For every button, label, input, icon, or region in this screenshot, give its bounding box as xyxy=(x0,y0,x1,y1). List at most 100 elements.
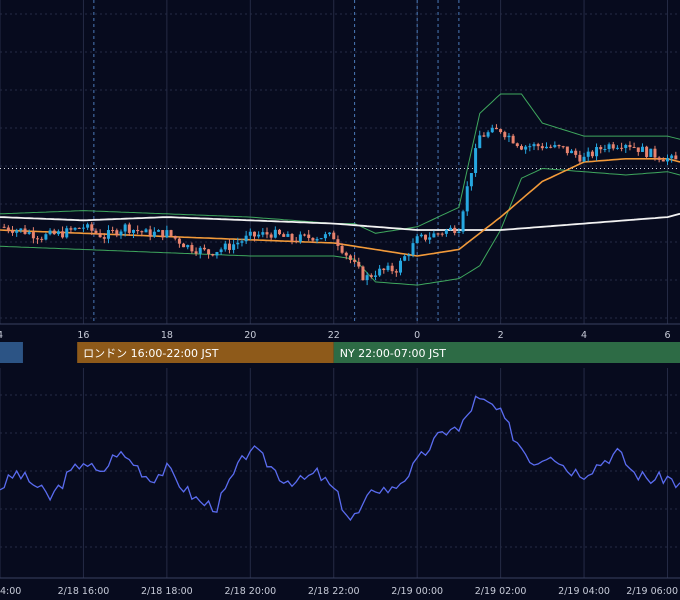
candle-body-8 xyxy=(36,238,40,240)
oscillator-series xyxy=(0,395,680,522)
candle-body-56 xyxy=(236,242,240,245)
candle-body-45 xyxy=(190,245,194,252)
candle-body-118 xyxy=(494,127,498,130)
bottom-x-tick-label-5: 2/19 00:00 xyxy=(391,586,443,597)
ma-slow-line xyxy=(0,212,680,231)
candle-body-77 xyxy=(323,234,327,239)
candle-body-46 xyxy=(194,251,198,254)
candle-body-59 xyxy=(248,231,252,236)
candle-body-5 xyxy=(23,228,27,234)
candle-body-105 xyxy=(440,233,444,235)
bottom-x-tick-label-4: 2/18 22:00 xyxy=(308,586,360,597)
candle-body-43 xyxy=(182,243,186,248)
session-bars: ロンドン 16:00-22:00 JST NY 22:00-07:00 JST xyxy=(0,342,680,363)
vertical-markers xyxy=(93,0,460,324)
main-x-axis-ticks: 4 16 18 20 22 0 2 4 6 xyxy=(0,330,671,341)
candle-body-28 xyxy=(119,231,123,236)
candle-body-11 xyxy=(48,230,52,235)
candle-body-144 xyxy=(603,149,607,151)
candle-body-30 xyxy=(127,224,131,233)
candle-body-123 xyxy=(515,143,519,147)
candle-body-119 xyxy=(499,129,503,133)
main-x-tick-label-3: 20 xyxy=(244,330,256,341)
candle-body-66 xyxy=(278,229,282,235)
candle-body-64 xyxy=(269,234,273,238)
session-bar-0 xyxy=(0,342,23,363)
candle-body-31 xyxy=(131,229,135,233)
candle-body-124 xyxy=(519,146,523,150)
candle-body-143 xyxy=(599,147,603,150)
candle-body-53 xyxy=(223,243,227,250)
candle-body-37 xyxy=(157,230,161,232)
candle-body-112 xyxy=(469,173,473,187)
candle-body-71 xyxy=(298,234,302,242)
candle-body-153 xyxy=(640,146,644,152)
bottom-x-tick-label-8: 2/19 06:00 xyxy=(626,586,678,597)
candle-body-86 xyxy=(361,266,365,281)
candle-body-131 xyxy=(549,146,553,148)
candle-body-75 xyxy=(315,238,319,241)
candle-body-149 xyxy=(624,145,628,149)
candle-body-55 xyxy=(232,244,236,250)
candle-body-160 xyxy=(670,155,674,159)
candle-body-69 xyxy=(290,233,294,241)
main-x-tick-label-4: 22 xyxy=(328,330,340,341)
bollinger-upper-line xyxy=(0,93,680,234)
candle-body-82 xyxy=(344,252,348,256)
session-bar-2 xyxy=(333,342,680,363)
candle-body-154 xyxy=(645,146,649,157)
candle-body-101 xyxy=(424,234,428,240)
candle-body-2 xyxy=(11,230,15,233)
candle-body-20 xyxy=(86,224,90,228)
candle-body-108 xyxy=(453,227,457,233)
candle-body-3 xyxy=(15,230,19,233)
main-x-tick-label-5: 0 xyxy=(414,330,420,341)
candle-body-120 xyxy=(503,132,507,138)
candle-body-106 xyxy=(444,230,448,234)
candle-body-36 xyxy=(152,231,156,237)
candle-body-111 xyxy=(465,186,469,212)
candle-body-90 xyxy=(378,268,382,276)
candle-body-130 xyxy=(545,146,549,149)
candle-body-38 xyxy=(161,230,165,238)
main-chart-grid xyxy=(0,0,680,325)
bollinger-lower-line xyxy=(0,167,680,286)
candle-body-158 xyxy=(661,159,665,162)
candle-body-65 xyxy=(273,229,277,238)
oscillator-line xyxy=(0,395,680,522)
bottom-x-tick-label-1: 2/18 16:00 xyxy=(58,586,110,597)
candle-body-152 xyxy=(636,147,640,152)
candle-body-49 xyxy=(207,249,211,255)
candle-body-157 xyxy=(657,157,661,160)
candle-body-136 xyxy=(570,150,574,154)
bottom-x-tick-label-6: 2/19 02:00 xyxy=(475,586,527,597)
candle-body-18 xyxy=(77,227,81,229)
candle-body-7 xyxy=(31,232,35,239)
candle-body-100 xyxy=(419,234,423,237)
candle-body-107 xyxy=(449,227,453,231)
main-x-tick-label-7: 4 xyxy=(581,330,587,341)
candle-body-93 xyxy=(390,265,394,272)
bottom-x-tick-label-3: 2/18 20:00 xyxy=(224,586,276,597)
candle-body-91 xyxy=(382,268,386,271)
session-label-1: ロンドン 16:00-22:00 JST xyxy=(83,347,219,360)
candle-body-146 xyxy=(611,144,615,149)
candle-body-63 xyxy=(265,232,269,235)
bottom-x-tick-label-0: 4:00 xyxy=(0,586,21,597)
candle-body-128 xyxy=(536,144,540,147)
candle-body-62 xyxy=(261,232,265,235)
candle-body-6 xyxy=(27,232,31,234)
candle-body-70 xyxy=(294,240,298,242)
ma-fast-line xyxy=(0,158,680,257)
candle-body-79 xyxy=(332,232,336,240)
candle-body-134 xyxy=(561,146,565,148)
candle-body-41 xyxy=(173,235,177,239)
candle-body-145 xyxy=(607,144,611,150)
candle-body-161 xyxy=(674,155,678,160)
moving-averages xyxy=(0,158,680,257)
candle-body-40 xyxy=(169,230,173,236)
candle-body-99 xyxy=(415,236,419,244)
candle-body-10 xyxy=(44,234,48,240)
candle-body-39 xyxy=(165,230,169,238)
